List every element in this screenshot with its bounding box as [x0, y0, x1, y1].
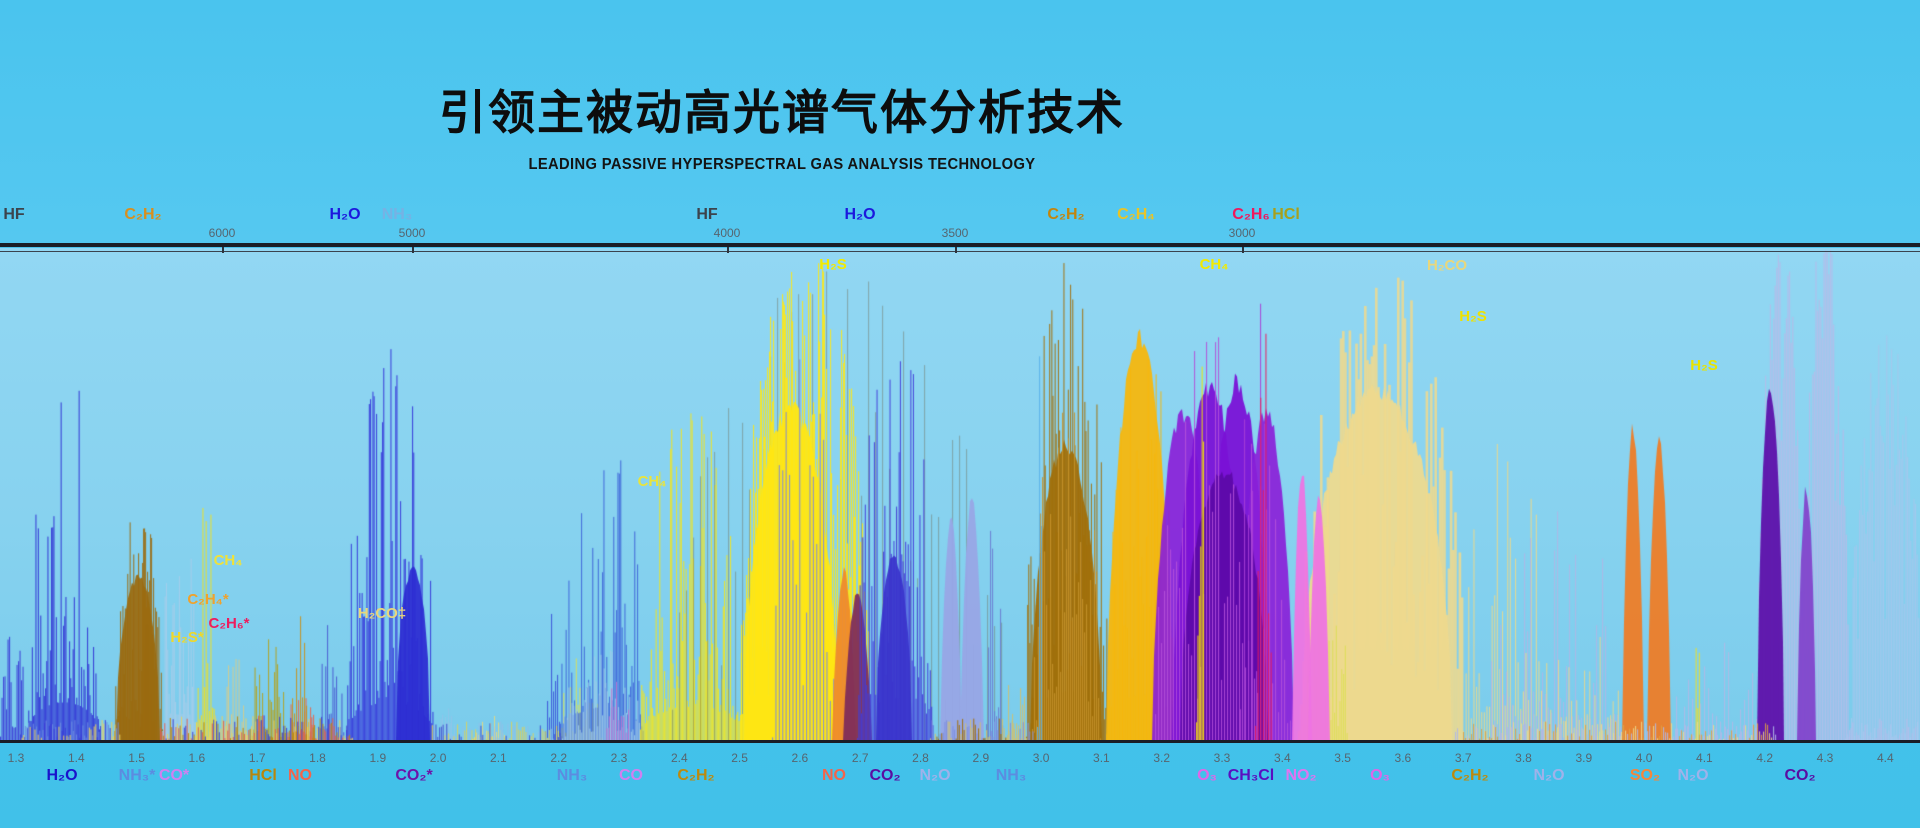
top-tick-mark	[955, 247, 957, 253]
bottom-tick-label: 2.9	[972, 751, 990, 765]
top-tick-mark	[222, 247, 224, 253]
bottom-axis-line	[0, 740, 1920, 743]
bottom-gas-label: O₃	[1370, 767, 1390, 784]
top-gas-label: C₂H₂	[1047, 206, 1085, 223]
inchart-gas-label: H₂S*	[170, 629, 204, 646]
top-gas-label: H₂O	[329, 206, 361, 223]
inchart-gas-label: C₂H₆*	[208, 615, 250, 632]
top-gas-label: C₂H₆	[1232, 206, 1270, 223]
top-gas-label: HCl	[1272, 206, 1300, 223]
bottom-gas-label: O₃	[1197, 767, 1217, 784]
bottom-tick-label: 1.5	[128, 751, 145, 765]
bottom-tick-label: 2.6	[791, 751, 809, 765]
inchart-gas-label: H₂CO	[1427, 257, 1467, 274]
bottom-gas-label: C₂H₂	[677, 767, 715, 784]
top-tick-label: 5000	[398, 226, 426, 240]
bottom-tick-label: 4.0	[1635, 751, 1653, 765]
top-gas-label: C₂H₄	[1117, 206, 1155, 223]
bottom-tick-label: 3.9	[1575, 751, 1593, 765]
bottom-tick-label: 3.8	[1515, 751, 1532, 765]
page-title: 引领主被动高光谱气体分析技术	[439, 86, 1125, 139]
bottom-tick-label: 1.4	[67, 751, 85, 765]
bottom-tick-label: 3.6	[1394, 751, 1412, 765]
bottom-tick-label: 2.4	[670, 751, 688, 765]
bottom-gas-label: CO*	[158, 767, 190, 784]
bottom-tick-label: 4.2	[1756, 751, 1774, 765]
bottom-gas-label: NO₂	[1285, 767, 1317, 784]
bottom-gas-label: H₂O	[46, 767, 78, 784]
bottom-gas-label: NO	[822, 767, 846, 784]
bottom-tick-label: 2.8	[912, 751, 929, 765]
bottom-tick-label: 3.1	[1093, 751, 1110, 765]
top-tick-label: 3000	[1228, 226, 1256, 240]
bottom-gas-label: NH₃	[556, 767, 588, 784]
bottom-tick-label: 3.5	[1334, 751, 1351, 765]
inchart-gas-label: C₂H₄*	[187, 591, 229, 608]
bottom-tick-label: 4.3	[1816, 751, 1834, 765]
bottom-gas-label: N₂O	[1677, 767, 1709, 784]
bottom-tick-label: 2.3	[610, 751, 628, 765]
bottom-tick-label: 1.8	[309, 751, 326, 765]
top-gas-label: C₂H₂	[124, 206, 162, 223]
bottom-tick-label: 1.7	[248, 751, 266, 765]
page-subtitle: LEADING PASSIVE HYPERSPECTRAL GAS ANALYS…	[528, 156, 1036, 173]
bottom-gas-label: NH₃*	[118, 767, 156, 784]
bottom-tick-label: 4.1	[1696, 751, 1713, 765]
bottom-gas-label: SO₂	[1629, 767, 1661, 784]
bottom-tick-label: 2.5	[731, 751, 748, 765]
bottom-tick-label: 3.2	[1153, 751, 1171, 765]
bottom-tick-label: 3.4	[1273, 751, 1291, 765]
top-gas-label: HF	[3, 206, 25, 223]
inchart-gas-label: H₂CO‡	[357, 605, 407, 622]
bottom-gas-label: CO	[619, 767, 643, 784]
bottom-gas-label: NH₃	[995, 767, 1027, 784]
bottom-tick-label: 1.3	[7, 751, 25, 765]
bottom-tick-label: 2.2	[550, 751, 568, 765]
top-tick-label: 6000	[208, 226, 236, 240]
bottom-gas-label: NO	[288, 767, 312, 784]
inchart-gas-label: CH₄	[1199, 256, 1229, 273]
bottom-gas-label: CO₂*	[395, 767, 433, 784]
bottom-gas-label: CO₂	[1784, 767, 1816, 784]
bottom-tick-label: 1.6	[188, 751, 206, 765]
top-gas-label: HF	[696, 206, 718, 223]
inchart-gas-label: CH₄	[637, 473, 667, 490]
bottom-tick-label: 2.7	[851, 751, 869, 765]
bottom-tick-label: 3.7	[1454, 751, 1472, 765]
bottom-gas-label: C₂H₂	[1451, 767, 1489, 784]
top-gas-label: NH₃	[381, 206, 413, 223]
bottom-gas-label: N₂O	[1533, 767, 1565, 784]
top-axis-line	[0, 243, 1920, 247]
top-tick-label: 3500	[941, 226, 969, 240]
bottom-gas-label: CH₃Cl	[1227, 767, 1275, 784]
inchart-gas-label: H₂S	[819, 256, 847, 273]
bottom-tick-label: 3.3	[1213, 751, 1231, 765]
top-tick-mark	[412, 247, 414, 253]
top-gas-label: H₂O	[844, 206, 876, 223]
bottom-tick-label: 1.9	[369, 751, 387, 765]
top-axis-line-thin	[0, 251, 1920, 252]
bottom-gas-label: HCl	[249, 767, 277, 784]
top-tick-mark	[1242, 247, 1244, 253]
bottom-tick-label: 2.0	[429, 751, 447, 765]
bottom-tick-label: 2.1	[490, 751, 507, 765]
top-tick-label: 4000	[713, 226, 741, 240]
inchart-gas-label: H₂S	[1459, 308, 1487, 325]
inchart-gas-label: H₂S	[1690, 357, 1718, 374]
bottom-gas-label: N₂O	[919, 767, 951, 784]
bottom-tick-label: 4.4	[1876, 751, 1894, 765]
bottom-gas-label: CO₂	[869, 767, 901, 784]
inchart-gas-label: CH₄	[213, 552, 243, 569]
top-tick-mark	[727, 247, 729, 253]
bottom-tick-label: 3.0	[1032, 751, 1050, 765]
